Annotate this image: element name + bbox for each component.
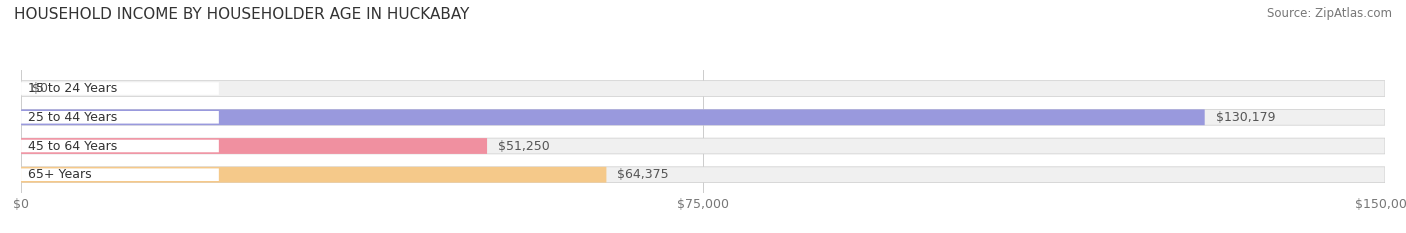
Text: HOUSEHOLD INCOME BY HOUSEHOLDER AGE IN HUCKABAY: HOUSEHOLD INCOME BY HOUSEHOLDER AGE IN H… [14,7,470,22]
FancyBboxPatch shape [21,138,486,154]
FancyBboxPatch shape [21,111,219,123]
Text: $0: $0 [32,82,48,95]
Text: 45 to 64 Years: 45 to 64 Years [28,140,117,153]
Text: $51,250: $51,250 [498,140,550,153]
FancyBboxPatch shape [21,109,1385,125]
FancyBboxPatch shape [21,140,219,152]
FancyBboxPatch shape [21,167,1385,183]
Text: 65+ Years: 65+ Years [28,168,91,181]
FancyBboxPatch shape [21,82,219,95]
FancyBboxPatch shape [21,109,1205,125]
Text: 15 to 24 Years: 15 to 24 Years [28,82,117,95]
Text: $130,179: $130,179 [1216,111,1275,124]
Text: $64,375: $64,375 [617,168,669,181]
FancyBboxPatch shape [21,138,1385,154]
FancyBboxPatch shape [21,81,1385,96]
Text: 25 to 44 Years: 25 to 44 Years [28,111,117,124]
FancyBboxPatch shape [21,168,219,181]
FancyBboxPatch shape [21,167,606,183]
Text: Source: ZipAtlas.com: Source: ZipAtlas.com [1267,7,1392,20]
